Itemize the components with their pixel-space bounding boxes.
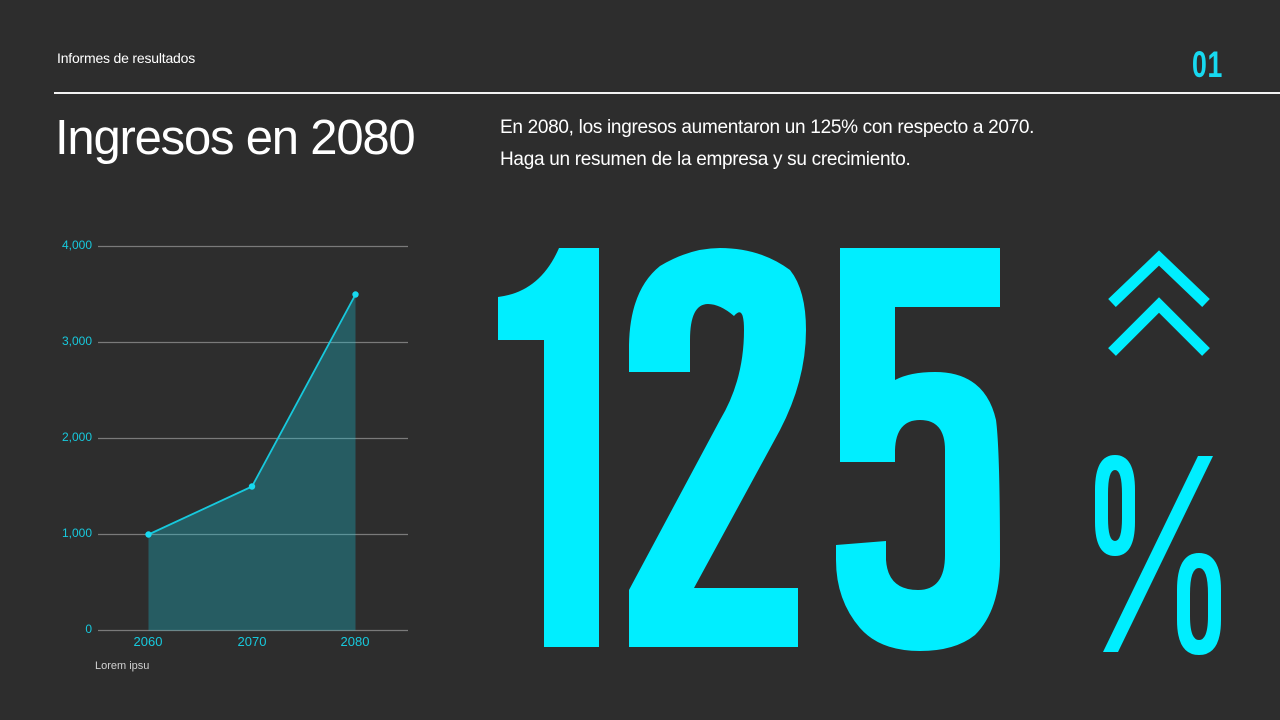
chart-plot [98,245,408,632]
page-title: Ingresos en 2080 [55,111,416,165]
revenue-area-chart: 4,000 3,000 2,000 1,000 0 2060 2070 2080… [0,0,440,700]
x-tick-2070: 2070 [237,634,267,649]
y-tick-1000: 1,000 [61,526,92,540]
description: En 2080, los ingresos aumentaron un 125%… [500,112,1034,176]
y-tick-0: 0 [85,622,92,636]
digit-two-glyph [629,248,806,647]
y-tick-3000: 3,000 [61,334,92,348]
gridlines [98,245,408,632]
description-line-1: En 2080, los ingresos aumentaron un 125%… [500,117,1035,138]
data-point-2060 [145,531,152,538]
y-tick-2000: 2,000 [61,430,92,444]
percent-top-oval [1095,455,1135,556]
digit-one-glyph [498,248,599,647]
description-line-2: Haga un resumen de la empresa y su creci… [500,149,911,170]
area-fill [148,294,356,631]
data-point-2070 [248,483,256,490]
data-point-2080 [352,291,359,298]
y-tick-4000: 4,000 [61,238,92,252]
x-tick-2080: 2080 [340,634,370,649]
digit-five-glyph [836,248,1000,651]
percent-bottom-oval [1177,553,1221,655]
percent-slash [1103,456,1213,652]
chart-caption: Lorem ipsu [95,660,150,672]
x-tick-2060: 2060 [133,634,163,649]
header-divider [54,92,1280,94]
slide-number: 01 [1192,44,1224,85]
section-kicker: Informes de resultados [57,50,196,66]
